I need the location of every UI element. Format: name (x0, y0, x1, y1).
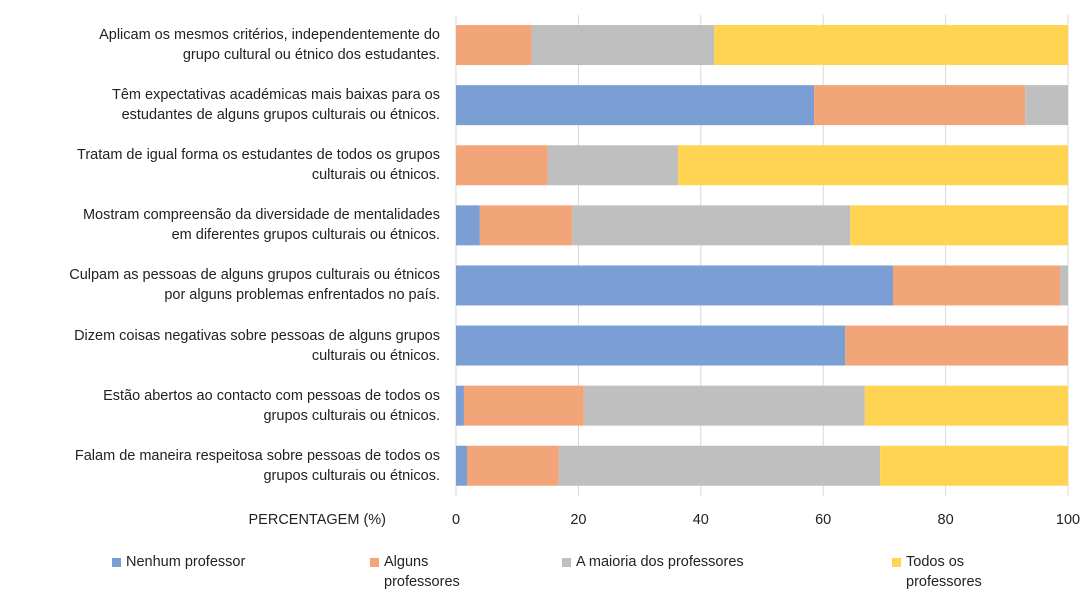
bar-segment (467, 445, 559, 486)
bar-segment (880, 445, 1068, 486)
x-axis-label: PERCENTAGEM (%) (248, 512, 387, 528)
bar-segment (456, 325, 846, 366)
category-label: Culpam as pessoas de alguns grupos cultu… (69, 267, 440, 304)
bar-segment (456, 265, 893, 306)
legend-swatch (112, 558, 121, 567)
bar-segment (583, 385, 865, 426)
bar-segment (714, 25, 1068, 66)
x-tick-label: 100 (1055, 512, 1081, 528)
bar-segment (456, 85, 815, 126)
x-tick-label: 80 (937, 512, 954, 528)
legend-label: Todos os professores (906, 554, 982, 590)
bar-segment (456, 145, 548, 186)
legend-label: Alguns professores (384, 554, 460, 590)
legend-swatch (892, 558, 901, 567)
bar-segment (850, 205, 1068, 246)
category-label: Tratam de igual forma os estudantes de t… (77, 147, 440, 184)
x-tick-label: 20 (570, 512, 587, 528)
category-label: Mostram compreensão da diversidade de me… (82, 207, 440, 244)
bar-segment (1025, 85, 1068, 126)
bar-segment (678, 145, 1068, 186)
legend-swatch (562, 558, 571, 567)
bar-segment (558, 445, 881, 486)
category-label: Dizem coisas negativas sobre pessoas de … (74, 327, 440, 364)
bar-segment (456, 445, 468, 486)
bar-segment (547, 145, 679, 186)
x-tick-label: 40 (692, 512, 709, 528)
x-tick-label: 60 (815, 512, 832, 528)
bar-segment (456, 385, 464, 426)
bar-segment (456, 205, 480, 246)
category-label: Aplicam os mesmos critérios, independent… (99, 27, 440, 64)
bar-segment (892, 265, 1061, 306)
category-label: Estão abertos ao contacto com pessoas de… (103, 387, 440, 424)
bar-segment (864, 385, 1068, 426)
legend-label: Nenhum professor (126, 554, 246, 570)
bar-segment (531, 25, 715, 66)
category-label: Falam de maneira respeitosa sobre pessoa… (74, 447, 440, 484)
bar-segment (845, 325, 1068, 366)
category-label: Têm expectativas académicas mais baixas … (111, 87, 440, 124)
legend-swatch (370, 558, 379, 567)
x-tick-label: 0 (451, 512, 461, 528)
bar-segment (814, 85, 1026, 126)
bar-segment (572, 205, 851, 246)
bar-segment (479, 205, 573, 246)
bar-segment (456, 25, 532, 66)
bar-segment (463, 385, 584, 426)
legend-label: A maioria dos professores (576, 554, 744, 570)
bar-segment (1060, 265, 1068, 306)
